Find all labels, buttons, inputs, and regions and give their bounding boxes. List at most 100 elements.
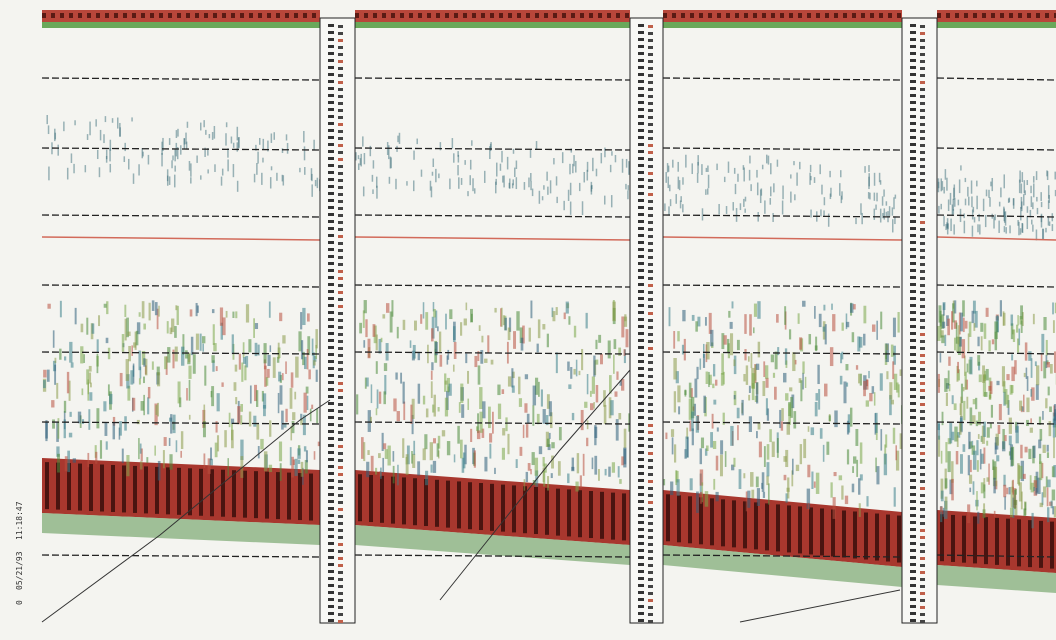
echo xyxy=(136,331,139,345)
echo xyxy=(481,336,483,343)
top-tick xyxy=(355,13,359,18)
echo xyxy=(703,344,705,358)
echo xyxy=(313,360,316,365)
echo xyxy=(378,453,381,458)
scale-tick xyxy=(638,556,644,559)
scale-tick xyxy=(638,304,644,307)
echo xyxy=(664,479,666,485)
echo xyxy=(981,336,983,350)
scale-tick xyxy=(638,395,644,398)
scale-tick xyxy=(648,95,653,98)
echo xyxy=(733,359,735,366)
scale-tick xyxy=(648,515,653,518)
top-tick xyxy=(607,13,611,18)
scale-tick xyxy=(648,130,653,133)
echo xyxy=(991,405,993,418)
echo xyxy=(292,412,295,420)
echo xyxy=(823,445,825,462)
echo xyxy=(377,389,379,408)
scatter-layer xyxy=(67,168,69,180)
scatter-layer xyxy=(48,125,50,134)
echogram: 0 05/21/93 11:18:47 xyxy=(0,0,1056,640)
scatter-layer xyxy=(604,196,606,205)
echo xyxy=(948,451,951,472)
echo xyxy=(674,391,676,412)
scale-tick xyxy=(648,228,653,231)
scatter-layer xyxy=(615,155,617,162)
scatter-layer xyxy=(744,209,746,213)
scatter-layer xyxy=(464,160,466,165)
scale-tick xyxy=(910,465,916,468)
scale-tick xyxy=(910,262,916,265)
scatter-layer xyxy=(1021,183,1023,193)
echo xyxy=(487,335,489,352)
scatter-layer xyxy=(1048,200,1050,209)
scatter-layer xyxy=(770,187,772,197)
scatter-layer xyxy=(282,148,284,153)
scale-tick xyxy=(910,514,916,517)
top-tick xyxy=(303,13,307,18)
scatter-layer xyxy=(372,189,374,194)
echo xyxy=(730,322,733,329)
scale-tick xyxy=(920,81,925,84)
scatter-layer xyxy=(273,132,275,140)
scatter-layer xyxy=(74,120,76,125)
scatter-layer xyxy=(685,155,687,168)
echo xyxy=(423,448,426,460)
scale-tick xyxy=(648,109,653,112)
echo xyxy=(100,440,102,459)
echo xyxy=(1009,418,1012,434)
scale-tick xyxy=(328,374,334,377)
scale-tick xyxy=(638,500,644,503)
scale-tick xyxy=(328,465,334,468)
echo xyxy=(766,398,768,415)
scale-tick xyxy=(910,241,916,244)
echo xyxy=(762,381,765,396)
echo xyxy=(87,453,89,467)
scatter-layer xyxy=(148,155,150,165)
echo xyxy=(530,301,532,319)
scatter-layer xyxy=(841,196,843,203)
scale-tick xyxy=(328,556,334,559)
echo xyxy=(460,440,463,459)
echo xyxy=(624,349,626,356)
seabed-stripe xyxy=(89,464,93,511)
echo xyxy=(713,441,716,449)
echo xyxy=(799,337,802,349)
echo xyxy=(143,324,146,330)
scale-tick xyxy=(638,437,644,440)
scale-tick xyxy=(648,578,653,581)
echo xyxy=(995,467,997,486)
echo xyxy=(619,479,622,484)
echo xyxy=(968,432,970,449)
scale-tick xyxy=(338,536,343,539)
seabed-stripe xyxy=(1039,521,1043,568)
top-tick xyxy=(973,13,977,18)
scatter-layer xyxy=(732,202,734,210)
top-tick xyxy=(177,13,181,18)
seabed-stripe xyxy=(199,469,203,516)
echo xyxy=(142,301,145,318)
scale-tick xyxy=(648,375,653,378)
scale-tick xyxy=(638,570,644,573)
scale-tick xyxy=(328,101,334,104)
scatter-layer xyxy=(257,152,259,164)
echo xyxy=(470,429,472,442)
echo xyxy=(180,451,182,458)
echo xyxy=(551,442,554,448)
echo xyxy=(501,308,503,327)
echo xyxy=(449,384,452,396)
seabed-stripe xyxy=(309,474,313,521)
echo xyxy=(417,461,420,475)
echo xyxy=(624,317,627,327)
scale-tick xyxy=(910,304,916,307)
echo xyxy=(308,369,310,379)
echo xyxy=(293,460,295,465)
echo xyxy=(424,434,427,449)
echo xyxy=(748,395,750,401)
echo xyxy=(852,332,854,342)
echo xyxy=(57,418,59,439)
scatter-layer xyxy=(575,161,577,173)
scatter-layer xyxy=(449,179,451,190)
echo xyxy=(1031,483,1034,493)
